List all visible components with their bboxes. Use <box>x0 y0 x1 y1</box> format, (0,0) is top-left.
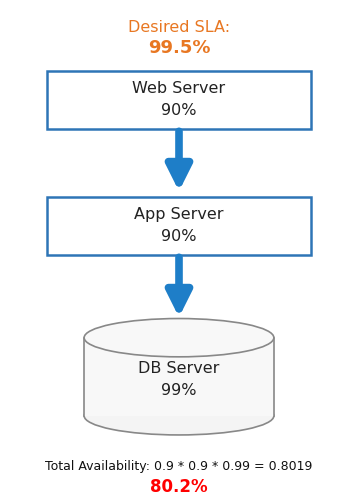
Text: App Server
90%: App Server 90% <box>134 207 224 244</box>
Text: Web Server
90%: Web Server 90% <box>132 81 226 118</box>
Text: 80.2%: 80.2% <box>150 478 208 496</box>
Text: Total Availability: 0.9 * 0.9 * 0.99 = 0.8019: Total Availability: 0.9 * 0.9 * 0.99 = 0… <box>45 460 313 473</box>
FancyBboxPatch shape <box>47 197 311 255</box>
Text: Desired SLA:: Desired SLA: <box>128 20 230 35</box>
Ellipse shape <box>84 319 274 357</box>
Text: 99.5%: 99.5% <box>148 39 210 57</box>
Polygon shape <box>84 338 274 416</box>
FancyBboxPatch shape <box>47 71 311 129</box>
Text: DB Server
99%: DB Server 99% <box>138 361 220 398</box>
Ellipse shape <box>84 397 274 435</box>
